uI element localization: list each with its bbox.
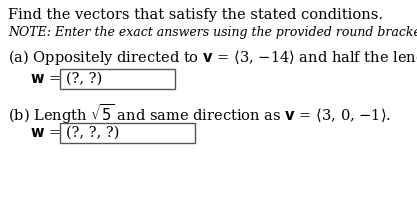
Text: (?, ?, ?): (?, ?, ?) [66, 126, 119, 140]
Text: $\mathbf{w}$ =: $\mathbf{w}$ = [30, 126, 63, 140]
Text: NOTE: Enter the exact answers using the provided round brackets..: NOTE: Enter the exact answers using the … [8, 26, 417, 39]
Text: (a) Oppositely directed to $\mathbf{v}$ = $\langle$3, $-$14$\rangle$ and half th: (a) Oppositely directed to $\mathbf{v}$ … [8, 48, 417, 67]
Text: (b) Length $\sqrt{5}$ and same direction as $\mathbf{v}$ = $\langle$3, 0, $-$1$\: (b) Length $\sqrt{5}$ and same direction… [8, 102, 391, 126]
Text: Find the vectors that satisfy the stated conditions.: Find the vectors that satisfy the stated… [8, 8, 383, 22]
Text: (?, ?): (?, ?) [66, 72, 102, 86]
FancyBboxPatch shape [60, 123, 195, 143]
Text: $\mathbf{w}$ =: $\mathbf{w}$ = [30, 72, 63, 86]
FancyBboxPatch shape [60, 69, 175, 89]
